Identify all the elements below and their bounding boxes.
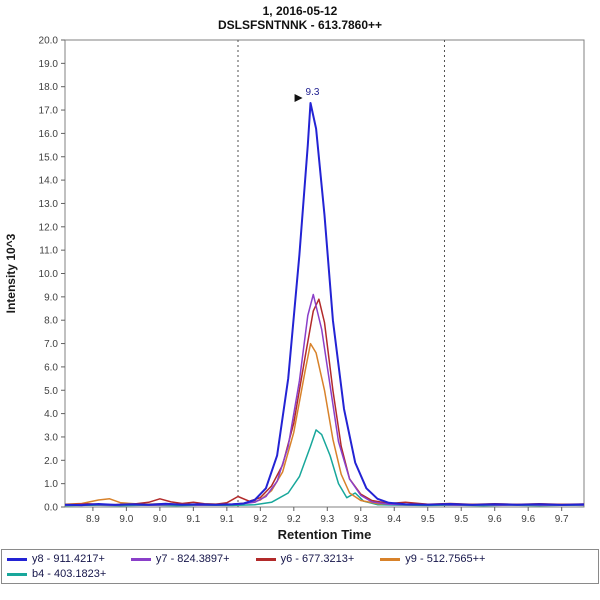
y-tick-label: 18.0	[39, 82, 59, 93]
legend-item-y6: y6 - 677.3213+	[255, 553, 355, 565]
y-tick-label: 7.0	[44, 339, 58, 350]
x-tick-label: 9.2	[253, 514, 267, 525]
x-tick-label: 9.1	[186, 514, 200, 525]
y-tick-label: 3.0	[44, 432, 58, 443]
x-axis-title: Retention Time	[278, 527, 372, 542]
x-tick-label: 9.0	[119, 514, 133, 525]
x-tick-label: 9.1	[220, 514, 234, 525]
chart-title-replicate: 1, 2016-05-12	[262, 4, 338, 18]
x-tick-label: 9.7	[555, 514, 569, 525]
legend-item-y7: y7 - 824.3897+	[130, 553, 230, 565]
legend-label-b4: b4 - 403.1823+	[32, 568, 107, 580]
legend-swatch-y8	[7, 557, 27, 561]
legend-swatch-y7	[130, 557, 151, 561]
legend-item-y9: y9 - 512.7565++	[380, 553, 485, 565]
y-tick-label: 4.0	[44, 409, 58, 420]
legend-swatch-y9	[380, 557, 401, 561]
x-tick-label: 9.5	[454, 514, 468, 525]
y-tick-label: 12.0	[39, 222, 59, 233]
legend-swatch-b4	[7, 572, 27, 576]
x-tick-label: 9.6	[521, 514, 535, 525]
y-tick-label: 6.0	[44, 362, 58, 373]
x-tick-label: 9.3	[354, 514, 368, 525]
x-tick-label: 9.6	[488, 514, 502, 525]
y-tick-label: 17.0	[39, 106, 59, 117]
x-tick-label: 9.5	[421, 514, 435, 525]
legend: y8 - 911.4217+ y7 - 824.3897+ y6 - 677.321…	[1, 549, 599, 584]
y-tick-label: 0.0	[44, 503, 58, 514]
y-tick-label: 19.0	[39, 59, 59, 70]
plot-area[interactable]	[64, 39, 585, 508]
y-tick-label: 5.0	[44, 386, 58, 397]
legend-label-y8: y8 - 911.4217+	[32, 553, 105, 565]
legend-label-y7: y7 - 824.3897+	[155, 553, 230, 565]
peak-rt-label: 9.3	[306, 87, 320, 98]
y-tick-label: 9.0	[44, 292, 58, 303]
x-tick-label: 8.9	[86, 514, 100, 525]
chromatogram-plot[interactable]: 0.0 1.0 2.0 3.0 4.0 5.0 6.0 7.0 8.0 9.0 10.0 11.0 12…	[0, 32, 600, 547]
chart-title-peptide: DSLSFSNTNNK - 613.7860++	[217, 18, 383, 32]
y-tick-label: 13.0	[39, 199, 59, 210]
y-tick-label: 14.0	[39, 176, 59, 187]
x-tick-label: 9.4	[387, 514, 401, 525]
y-tick-label: 1.0	[44, 479, 58, 490]
legend-swatch-y6	[255, 557, 276, 561]
legend-item-y8: y8 - 911.4217+	[7, 553, 105, 565]
legend-label-y9: y9 - 512.7565++	[405, 553, 486, 565]
y-tick-label: 11.0	[39, 246, 58, 257]
y-tick-label: 16.0	[39, 129, 59, 140]
y-tick-label: 8.0	[44, 316, 58, 327]
peak-arrow-icon	[294, 94, 303, 103]
legend-label-y6: y6 - 677.3213+	[280, 553, 355, 565]
y-tick-label: 15.0	[39, 152, 59, 163]
x-tick-label: 9.3	[320, 514, 334, 525]
legend-item-b4: b4 - 403.1823+	[7, 568, 106, 580]
y-tick-label: 10.0	[39, 269, 59, 280]
y-tick-label: 20.0	[39, 36, 59, 47]
x-tick-label: 9.2	[287, 514, 301, 525]
y-tick-label: 2.0	[44, 456, 58, 467]
chromatogram-window: 1, 2016-05-12 DSLSFSNTNNK - 613.7860++ 0…	[0, 0, 600, 584]
chart-titles: 1, 2016-05-12 DSLSFSNTNNK - 613.7860++	[0, 0, 600, 32]
series-line-y8	[65, 102, 584, 507]
x-tick-label: 9.0	[153, 514, 167, 525]
y-axis-title: Intensity 10^3	[4, 233, 18, 313]
